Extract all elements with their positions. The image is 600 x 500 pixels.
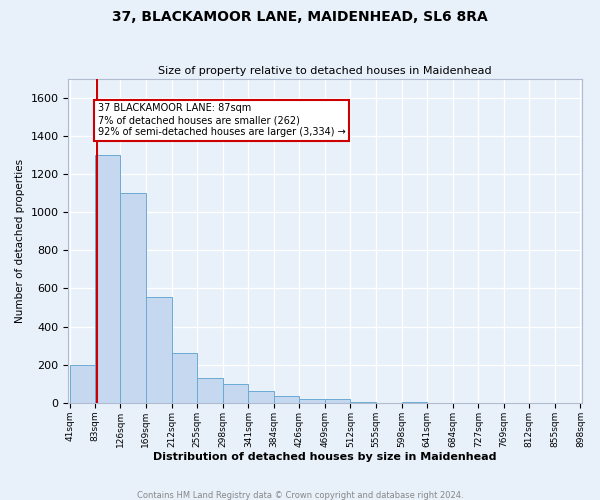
Bar (120, 193, 146, 403)
Bar (401, 402, 427, 403)
Bar (95, 155, 120, 403)
Title: Size of property relative to detached houses in Maidenhead: Size of property relative to detached ho… (158, 66, 492, 76)
Text: 37 BLACKAMOOR LANE: 87sqm
7% of detached houses are smaller (262)
92% of semi-de: 37 BLACKAMOOR LANE: 87sqm 7% of detached… (98, 104, 346, 136)
Bar (70, 365, 95, 403)
Bar (197, 378, 223, 403)
Bar (248, 392, 274, 403)
X-axis label: Distribution of detached houses by size in Maidenhead: Distribution of detached houses by size … (153, 452, 497, 462)
Bar (274, 396, 299, 403)
Y-axis label: Number of detached properties: Number of detached properties (15, 158, 25, 323)
Bar (172, 354, 197, 403)
Bar (350, 402, 376, 403)
Bar (146, 297, 172, 403)
Text: Contains HM Land Registry data © Crown copyright and database right 2024.: Contains HM Land Registry data © Crown c… (137, 490, 463, 500)
Bar (299, 398, 325, 403)
Text: 37, BLACKAMOOR LANE, MAIDENHEAD, SL6 8RA: 37, BLACKAMOOR LANE, MAIDENHEAD, SL6 8RA (112, 10, 488, 24)
Bar (223, 384, 248, 403)
Bar (325, 399, 350, 403)
